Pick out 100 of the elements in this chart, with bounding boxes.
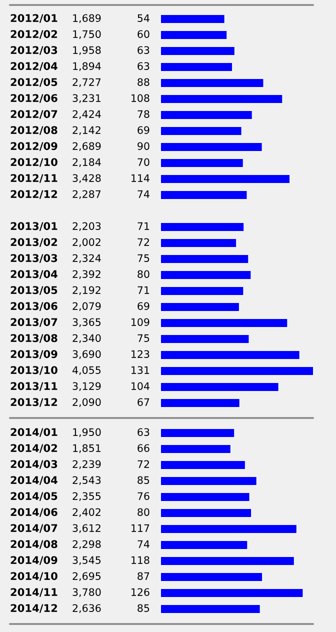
bar	[161, 383, 278, 391]
text: 70	[138, 158, 150, 166]
data-label: 2,079	[72, 302, 101, 312]
data-label: 2,142	[72, 126, 100, 136]
text: 109	[132, 318, 150, 326]
y-tick-label: 2013/07	[10, 318, 58, 327]
data-label: 3,780	[72, 588, 101, 598]
text: 126	[132, 588, 150, 596]
y-tick-label: 2014/04	[10, 476, 58, 485]
text: 123	[132, 350, 150, 358]
text: 80	[138, 270, 150, 278]
text: 71	[138, 222, 150, 230]
data-label: 2,355	[72, 492, 101, 502]
bar	[161, 351, 300, 359]
y-tick-label: 2012/06	[10, 94, 58, 103]
data-label: 2,340	[72, 334, 101, 344]
bar	[161, 335, 249, 343]
y-tick-label: 2013/05	[10, 286, 58, 295]
data-label: 3,545	[72, 556, 101, 566]
data-label: 2,402	[72, 508, 100, 518]
y-tick-label: 2014/11	[10, 588, 58, 597]
data-label: 3,428	[72, 174, 101, 184]
bar	[161, 493, 250, 501]
y-tick-label: 2014/12	[10, 604, 58, 613]
text: 108	[132, 94, 150, 102]
text: 69	[138, 302, 150, 310]
data-label: 1,894	[73, 62, 101, 72]
bar	[161, 175, 290, 183]
text: 66	[138, 444, 150, 452]
y-tick-label: 2012/05	[10, 78, 58, 87]
y-tick-label: 2014/06	[10, 508, 58, 517]
data-label: 2,192	[72, 286, 100, 296]
data-label: 4,055	[72, 366, 101, 376]
bar	[161, 47, 234, 55]
data-label: 2,298	[72, 540, 101, 550]
data-label: 3,231	[72, 94, 100, 104]
bar	[161, 429, 234, 437]
data-label: 2,636	[72, 604, 101, 614]
y-tick-label: 2014/02	[10, 444, 58, 453]
data-label: 2,543	[72, 476, 101, 486]
bar	[161, 271, 251, 279]
y-tick-label: 2013/08	[10, 334, 58, 343]
text: 75	[138, 254, 150, 262]
bar	[161, 255, 248, 263]
data-label: 1,851	[73, 444, 100, 454]
y-tick-label: 2013/10	[10, 366, 58, 375]
y-tick-label: 2013/01	[10, 222, 58, 231]
text: 74	[138, 190, 150, 198]
data-label: 2,392	[72, 270, 100, 280]
y-tick-label: 2012/01	[10, 14, 58, 23]
y-tick-label: 2014/03	[10, 460, 58, 469]
text: 76	[138, 492, 150, 500]
text: 118	[132, 556, 150, 564]
text: 85	[138, 476, 150, 484]
bar	[161, 239, 236, 247]
bar	[161, 445, 230, 453]
data-label: 2,287	[72, 190, 101, 200]
bar	[161, 589, 303, 597]
text: 63	[138, 428, 150, 436]
text: 72	[138, 460, 149, 468]
text: 131	[132, 366, 150, 374]
data-label: 2,695	[72, 572, 101, 582]
data-label: 2,689	[72, 142, 101, 152]
bar	[161, 127, 242, 135]
bar	[161, 303, 239, 311]
data-label: 1,689	[73, 14, 101, 24]
y-tick-label: 2013/06	[10, 302, 58, 311]
data-label: 2,002	[72, 238, 100, 248]
y-tick-label: 2012/04	[10, 62, 58, 71]
data-label: 3,690	[72, 350, 101, 360]
y-tick-label: 2013/03	[10, 254, 58, 263]
bar	[161, 541, 248, 549]
y-tick-label: 2012/03	[10, 46, 58, 55]
bar	[161, 143, 262, 151]
data-label: 2,424	[72, 110, 101, 120]
y-tick-label: 2013/11	[10, 382, 58, 391]
data-label: 2,239	[72, 460, 101, 470]
text: 69	[138, 126, 150, 134]
text: 104	[132, 382, 150, 390]
data-label: 1,950	[73, 428, 101, 438]
y-tick-label: 2012/12	[10, 190, 58, 199]
bar	[161, 287, 244, 295]
y-tick-label: 2014/08	[10, 540, 58, 549]
bar	[161, 79, 264, 87]
bar	[161, 557, 294, 565]
bar	[161, 605, 260, 613]
text: 78	[138, 110, 150, 118]
bar	[161, 399, 240, 407]
y-tick-label: 2012/09	[10, 142, 58, 151]
bar	[161, 573, 262, 581]
bar	[161, 477, 256, 485]
text: 60	[138, 30, 150, 38]
text: 67	[138, 398, 150, 406]
text: 80	[138, 508, 150, 516]
text: 114	[132, 174, 150, 182]
text: 75	[138, 334, 150, 342]
bar	[161, 95, 282, 103]
y-tick-label: 2013/04	[10, 270, 58, 279]
y-tick-label: 2012/02	[10, 30, 58, 39]
bar	[161, 159, 243, 167]
